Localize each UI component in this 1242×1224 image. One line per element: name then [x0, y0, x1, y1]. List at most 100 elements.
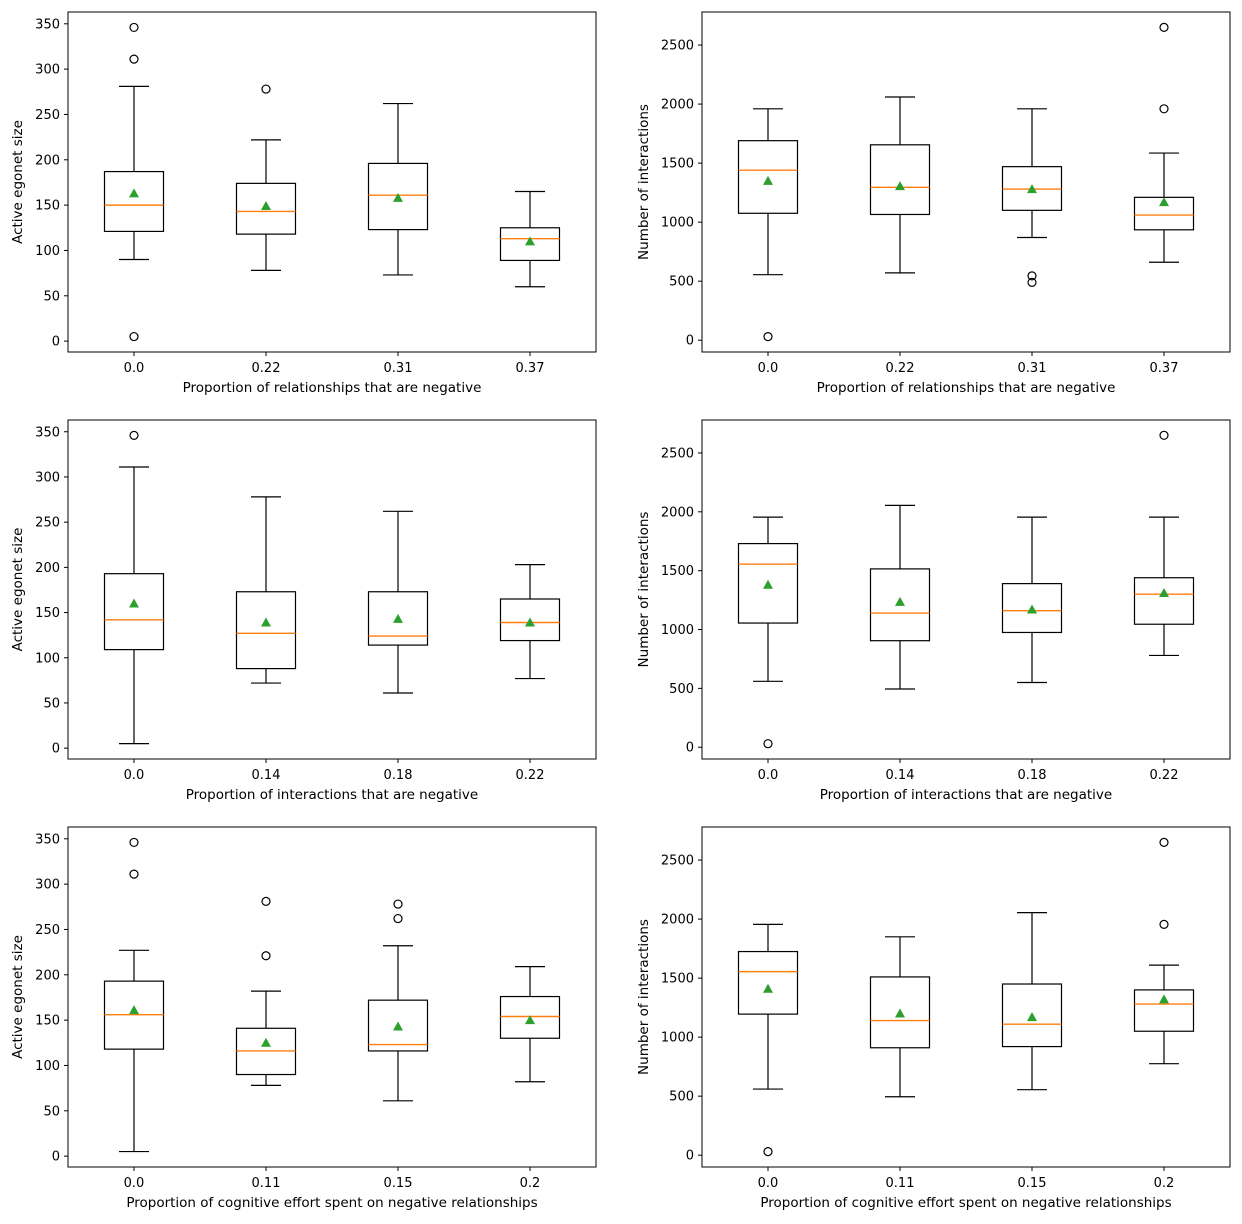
y-tick-label: 0 — [52, 335, 60, 350]
x-tick-label: 0.31 — [1018, 361, 1047, 376]
x-tick-label: 0.22 — [1150, 768, 1179, 783]
outlier-point — [763, 1147, 773, 1157]
outlier-point — [129, 837, 139, 848]
outlier-point — [129, 869, 139, 879]
y-axis-label: Number of interactions — [636, 512, 652, 668]
y-tick-label: 250 — [35, 516, 60, 531]
x-tick-label: 0.0 — [124, 1176, 145, 1191]
outlier-point — [1159, 919, 1169, 929]
mean-marker — [261, 1037, 271, 1047]
outlier-point — [763, 739, 773, 749]
x-axis-label: Proportion of interactions that are nega… — [820, 787, 1112, 803]
x-tick-label: 0.37 — [516, 361, 545, 376]
x-tick-label: 0.0 — [758, 768, 779, 783]
x-tick-label: 0.0 — [758, 361, 779, 376]
box-group — [235, 896, 297, 1087]
box-iqr — [499, 995, 561, 1039]
box-iqr — [235, 182, 297, 235]
box-group — [235, 496, 297, 684]
y-tick-label: 200 — [35, 153, 60, 168]
x-tick-label: 0.22 — [252, 361, 281, 376]
y-tick-label: 1500 — [661, 972, 694, 987]
x-axis-label: Proportion of interactions that are nega… — [186, 787, 478, 803]
mean-marker — [763, 175, 773, 185]
y-tick-label: 250 — [35, 108, 60, 123]
box-group — [499, 966, 561, 1083]
box-iqr — [1133, 989, 1195, 1032]
y-tick-label: 500 — [669, 1090, 694, 1105]
chart-panel-3: 0.0 0.14 0.18 0.22 0 50 100 150 200 250 300 350 Prop… — [10, 419, 597, 803]
mean-marker — [525, 1015, 535, 1025]
mean-marker — [895, 1008, 905, 1018]
box-group — [103, 837, 165, 1153]
y-axis-label: Active egonet size — [10, 120, 26, 244]
x-tick-label: 0.11 — [252, 1176, 281, 1191]
mean-marker — [1159, 197, 1169, 207]
mean-marker — [261, 617, 271, 627]
outlier-point — [1027, 271, 1037, 281]
y-tick-label: 50 — [43, 289, 60, 304]
box-group — [869, 504, 931, 690]
plot-frame — [701, 419, 1231, 760]
plot-frame — [67, 826, 597, 1168]
y-tick-label: 0 — [686, 741, 694, 756]
box-group — [1001, 911, 1063, 1091]
box-group — [235, 84, 297, 271]
outlier-point — [129, 430, 139, 440]
y-tick-label: 350 — [35, 17, 60, 32]
chart-panel-6: 0.0 0.11 0.15 0.2 0 500 1000 1500 2000 2500 Propor… — [636, 826, 1231, 1211]
y-tick-label: 150 — [35, 606, 60, 621]
outlier-point — [393, 899, 403, 909]
x-tick-label: 0.18 — [1018, 768, 1047, 783]
y-tick-label: 150 — [35, 199, 60, 214]
outlier-point — [1159, 430, 1169, 440]
box-iqr — [499, 598, 561, 642]
mean-marker — [525, 236, 535, 246]
box-group — [1133, 837, 1195, 1065]
y-tick-label: 1500 — [661, 157, 694, 172]
y-tick-label: 100 — [35, 1059, 60, 1074]
box-group — [367, 102, 429, 276]
y-tick-label: 2000 — [661, 913, 694, 928]
box-iqr — [869, 976, 931, 1049]
box-iqr — [869, 568, 931, 642]
y-axis-label: Active egonet size — [10, 935, 26, 1059]
box-group — [737, 108, 799, 342]
x-axis-label: Proportion of cognitive effort spent on … — [126, 1195, 537, 1211]
box-iqr — [103, 573, 165, 651]
plot-frame — [67, 11, 597, 353]
x-tick-label: 0.31 — [384, 361, 413, 376]
y-tick-label: 300 — [35, 63, 60, 78]
mean-marker — [763, 983, 773, 993]
mean-marker — [763, 579, 773, 589]
x-axis-label: Proportion of relationships that are neg… — [817, 380, 1116, 396]
x-tick-label: 0.2 — [1154, 1176, 1175, 1191]
outlier-point — [129, 22, 139, 33]
y-tick-label: 50 — [43, 696, 60, 711]
mean-marker — [525, 617, 535, 627]
x-tick-label: 0.15 — [1018, 1176, 1047, 1191]
y-tick-label: 100 — [35, 244, 60, 259]
outlier-point — [393, 913, 403, 924]
chart-panel-2: 0.0 0.22 0.31 0.37 0 500 1000 1500 2000 2500 Propo… — [636, 11, 1231, 396]
x-tick-label: 0.18 — [384, 768, 413, 783]
y-tick-label: 1000 — [661, 1031, 694, 1046]
mean-marker — [129, 188, 139, 198]
y-tick-label: 0 — [52, 742, 60, 757]
x-tick-label: 0.0 — [124, 361, 145, 376]
outlier-point — [261, 84, 271, 94]
x-tick-label: 0.0 — [124, 768, 145, 783]
mean-marker — [1027, 184, 1037, 194]
y-tick-label: 2000 — [661, 98, 694, 113]
box-iqr — [737, 140, 799, 214]
outlier-point — [261, 896, 271, 906]
box-iqr — [235, 591, 297, 670]
x-tick-label: 0.14 — [886, 768, 915, 783]
box-iqr — [869, 144, 931, 216]
y-tick-label: 1500 — [661, 564, 694, 579]
y-tick-label: 250 — [35, 923, 60, 938]
outlier-point — [129, 54, 139, 64]
box-group — [499, 190, 561, 288]
x-tick-label: 0.0 — [758, 1176, 779, 1191]
